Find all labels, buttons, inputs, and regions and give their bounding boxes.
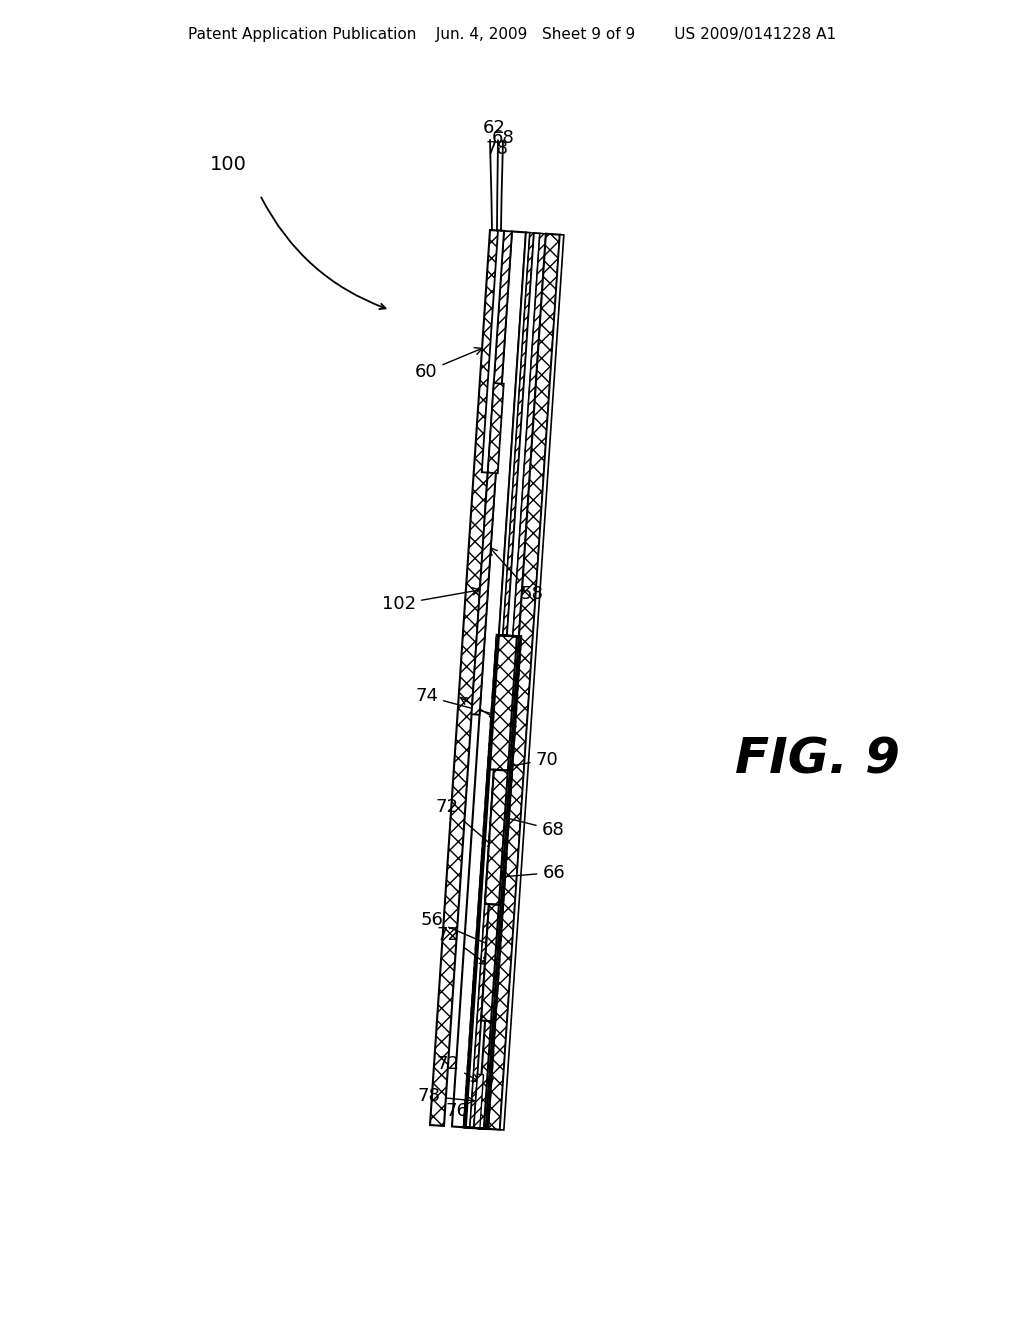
Text: 72: 72 bbox=[436, 1055, 479, 1081]
Polygon shape bbox=[452, 231, 526, 1127]
Polygon shape bbox=[478, 1020, 492, 1129]
Polygon shape bbox=[500, 235, 564, 1130]
Text: 70: 70 bbox=[497, 751, 558, 771]
Text: 72: 72 bbox=[436, 797, 496, 847]
Polygon shape bbox=[481, 904, 499, 1022]
Polygon shape bbox=[430, 230, 504, 1126]
Text: 56: 56 bbox=[421, 911, 498, 949]
Text: Patent Application Publication    Jun. 4, 2009   Sheet 9 of 9        US 2009/014: Patent Application Publication Jun. 4, 2… bbox=[188, 28, 836, 42]
Text: 58: 58 bbox=[489, 548, 544, 603]
Polygon shape bbox=[474, 232, 540, 1129]
Text: 72: 72 bbox=[436, 927, 487, 965]
Text: 66: 66 bbox=[498, 863, 565, 882]
Polygon shape bbox=[466, 232, 529, 1127]
Text: 68: 68 bbox=[492, 129, 514, 148]
Text: 78: 78 bbox=[417, 1088, 474, 1105]
Text: FIG. 9: FIG. 9 bbox=[735, 737, 900, 784]
Polygon shape bbox=[487, 383, 504, 474]
Text: 100: 100 bbox=[210, 156, 247, 174]
Text: 68: 68 bbox=[497, 814, 564, 838]
Text: 62: 62 bbox=[482, 119, 506, 137]
Polygon shape bbox=[485, 770, 508, 906]
Text: 60: 60 bbox=[415, 347, 482, 380]
Polygon shape bbox=[472, 231, 512, 714]
Text: 76: 76 bbox=[445, 1078, 494, 1119]
Polygon shape bbox=[474, 1074, 483, 1129]
Polygon shape bbox=[481, 231, 504, 473]
Polygon shape bbox=[470, 232, 534, 1129]
Polygon shape bbox=[485, 234, 560, 1130]
Text: 102: 102 bbox=[382, 587, 479, 614]
Text: 64: 64 bbox=[461, 697, 518, 734]
Text: 78: 78 bbox=[485, 140, 508, 157]
Polygon shape bbox=[489, 635, 517, 771]
Polygon shape bbox=[480, 234, 546, 1129]
Text: 74: 74 bbox=[415, 688, 498, 717]
